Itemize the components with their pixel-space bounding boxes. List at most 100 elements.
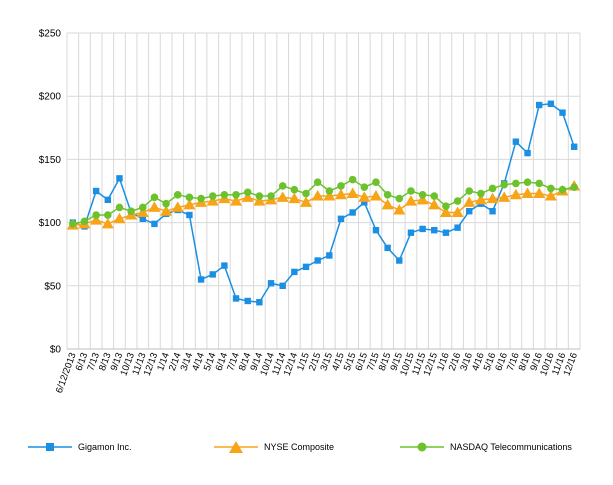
- x-tick-label: 6/12/2013: [54, 351, 79, 394]
- legend-label: NYSE Composite: [264, 442, 335, 452]
- data-point: [512, 179, 520, 188]
- data-point: [90, 214, 103, 225]
- axes: $0$50$100$150$200$2506/12/20136/137/138/…: [39, 29, 580, 395]
- series-group: [66, 100, 581, 306]
- legend-label: NASDAQ Telecommunications: [450, 442, 572, 452]
- data-point: [393, 203, 406, 215]
- data-point: [279, 282, 286, 289]
- legend-swatch-square-icon: [28, 443, 72, 451]
- data-point: [407, 187, 415, 195]
- data-point: [206, 195, 219, 206]
- legend-item-nyse: NYSE Composite: [214, 438, 334, 456]
- data-point: [451, 206, 464, 217]
- data-point: [466, 208, 473, 215]
- data-point: [300, 196, 313, 207]
- data-point: [186, 211, 193, 219]
- data-point: [311, 190, 324, 201]
- data-point: [243, 188, 252, 197]
- data-point: [113, 212, 126, 224]
- data-point: [407, 229, 415, 236]
- data-point: [278, 182, 287, 190]
- data-point: [570, 183, 578, 192]
- data-point: [241, 191, 254, 202]
- data-point: [267, 280, 275, 287]
- data-point: [416, 193, 429, 205]
- data-point: [104, 211, 112, 219]
- data-point: [523, 178, 532, 186]
- data-point: [183, 198, 196, 210]
- data-point: [69, 220, 77, 228]
- data-point: [361, 199, 368, 206]
- data-point: [185, 193, 194, 202]
- data-point: [230, 195, 243, 206]
- data-point: [337, 182, 345, 190]
- data-point: [101, 217, 114, 229]
- data-point: [232, 295, 240, 302]
- data-point: [558, 185, 567, 194]
- data-point: [253, 195, 266, 206]
- data-point: [291, 268, 298, 276]
- data-point: [486, 192, 499, 204]
- data-point: [232, 190, 240, 199]
- data-point: [276, 191, 289, 202]
- data-point: [220, 190, 229, 199]
- data-point: [314, 257, 321, 264]
- data-point: [302, 189, 310, 198]
- data-point: [348, 175, 357, 184]
- data-point: [138, 203, 147, 212]
- data-point: [150, 193, 159, 202]
- data-point: [104, 196, 112, 204]
- data-point: [418, 190, 427, 199]
- data-point: [465, 187, 474, 195]
- data-point: [80, 217, 89, 226]
- data-point: [439, 206, 452, 217]
- legend-swatch-circle-icon: [400, 442, 444, 452]
- data-point: [136, 206, 149, 217]
- data-point: [148, 201, 161, 212]
- legend-swatch-triangle-icon: [214, 441, 258, 453]
- data-point: [428, 198, 441, 210]
- data-point: [521, 187, 534, 199]
- data-point: [372, 226, 380, 234]
- data-point: [288, 192, 301, 204]
- data-point: [477, 189, 485, 198]
- data-point: [313, 178, 322, 186]
- data-point: [173, 190, 182, 199]
- y-tick-label: $50: [44, 281, 61, 292]
- data-point: [404, 195, 417, 206]
- data-point: [116, 175, 123, 182]
- data-point: [127, 207, 135, 216]
- y-tick-label: $0: [50, 345, 62, 356]
- data-point: [209, 271, 216, 278]
- data-point: [171, 201, 184, 212]
- series-2: [69, 175, 578, 228]
- data-point: [323, 190, 336, 201]
- data-point: [349, 209, 356, 216]
- data-point: [395, 194, 404, 203]
- data-point: [115, 203, 124, 212]
- data-point: [244, 297, 251, 305]
- data-point: [302, 263, 310, 271]
- legend: Gigamon Inc. NYSE Composite NASDAQ Telec…: [0, 438, 613, 458]
- data-point: [547, 184, 555, 193]
- data-point: [267, 192, 275, 200]
- data-point: [488, 184, 497, 193]
- data-point: [290, 185, 299, 194]
- data-point: [533, 187, 546, 199]
- data-point: [419, 225, 426, 233]
- data-point: [544, 190, 557, 201]
- data-point: [383, 190, 392, 199]
- y-tick-label: $100: [39, 218, 62, 229]
- data-point: [498, 191, 511, 202]
- data-point: [509, 188, 522, 200]
- data-point: [197, 194, 205, 203]
- data-point: [256, 299, 263, 306]
- data-point: [442, 229, 450, 236]
- data-point: [92, 187, 100, 195]
- data-point: [535, 101, 543, 109]
- data-point: [489, 208, 496, 215]
- data-point: [151, 220, 158, 228]
- legend-label: Gigamon Inc.: [78, 442, 132, 452]
- data-point: [208, 192, 217, 200]
